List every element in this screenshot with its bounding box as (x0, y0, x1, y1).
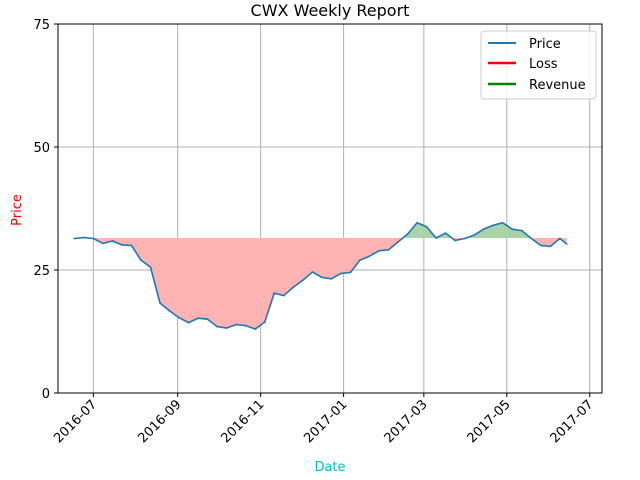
price-point (454, 239, 457, 242)
revenue-area (402, 222, 452, 239)
price-point (187, 321, 190, 324)
revenue-area (466, 222, 531, 239)
price-point (549, 245, 552, 248)
price-point (244, 324, 247, 327)
price-point (330, 277, 333, 280)
price-point (111, 240, 114, 242)
price-point (558, 237, 561, 240)
price-point (511, 228, 514, 231)
price-point (406, 233, 409, 235)
price-point (301, 279, 304, 282)
price-point (140, 259, 142, 262)
price-point (501, 221, 504, 224)
price-point (149, 266, 152, 268)
price-point (178, 316, 180, 319)
plot-frame (57, 23, 603, 394)
price-point (263, 321, 266, 324)
price-point (463, 237, 466, 240)
legend-box (480, 30, 597, 100)
price-point (482, 228, 485, 231)
price-point (216, 325, 219, 328)
legend: Price Loss Revenue (480, 30, 597, 100)
price-point (254, 328, 257, 330)
price-point (539, 244, 542, 247)
price-point (387, 248, 390, 251)
price-point (349, 271, 352, 274)
price-point (368, 255, 371, 258)
x-axis-label: Date (314, 460, 345, 475)
price-point (73, 237, 76, 240)
price-point (530, 237, 533, 240)
price-point (320, 276, 323, 279)
price-point (92, 237, 95, 240)
price-point (130, 244, 133, 247)
price-point (311, 271, 314, 273)
price-point (159, 302, 161, 304)
price-point (225, 327, 228, 329)
price-point (82, 236, 85, 239)
loss-area (88, 238, 403, 330)
price-point (397, 241, 399, 243)
legend-label-price: Price (529, 37, 561, 52)
chart-title: CWX Weekly Report (251, 1, 410, 20)
price-point (168, 309, 171, 312)
price-point (197, 317, 199, 320)
y-tick-label: 50 (33, 141, 50, 156)
price-point (282, 294, 285, 297)
price-point (101, 242, 104, 245)
legend-label-revenue: Revenue (529, 78, 586, 93)
price-point (235, 323, 238, 326)
price-point (444, 232, 447, 235)
y-tick-label: 25 (33, 264, 50, 279)
y-tick-label: 75 (33, 18, 50, 33)
price-point (378, 249, 380, 252)
price-series (73, 221, 568, 330)
price-point (339, 272, 342, 275)
price-point (425, 225, 428, 228)
price-point (416, 221, 418, 224)
price-point (359, 259, 361, 262)
y-tick-label: 0 (42, 387, 50, 402)
price-point (121, 244, 123, 246)
price-point (565, 243, 568, 245)
price-point (435, 237, 437, 239)
price-point (292, 286, 295, 289)
legend-label-loss: Loss (529, 57, 558, 72)
price-point (492, 224, 495, 227)
y-axis-label: Price (10, 194, 25, 226)
price-point (206, 318, 209, 321)
price-point (520, 229, 523, 232)
price-point (473, 234, 476, 236)
price-point (273, 292, 276, 295)
